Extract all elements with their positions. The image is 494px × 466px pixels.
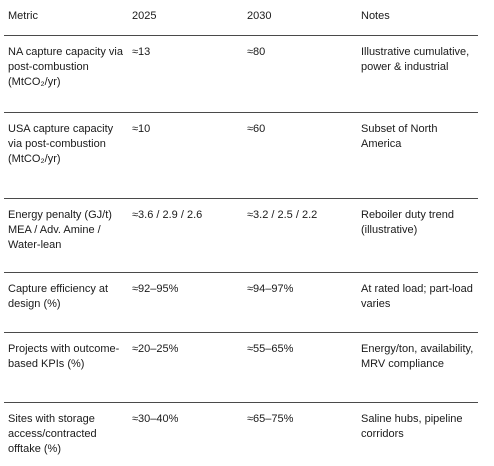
- value-2030-cell: ≈55–65%: [247, 343, 294, 355]
- notes-cell: Illustrative cumulative, power & industr…: [361, 46, 470, 73]
- header-2030: 2030: [247, 10, 272, 22]
- value-2030-cell: ≈3.2 / 2.5 / 2.2: [247, 209, 318, 221]
- header-notes: Notes: [361, 10, 390, 22]
- value-2025-cell: ≈92–95%: [132, 283, 179, 295]
- value-2025-cell: ≈3.6 / 2.9 / 2.6: [132, 209, 203, 221]
- notes-cell: Subset of North America: [361, 123, 438, 150]
- notes-cell: Energy/ton, availability, MRV compliance: [361, 343, 474, 370]
- value-2025-cell: ≈20–25%: [132, 343, 179, 355]
- value-2025-cell: ≈13: [132, 46, 151, 58]
- table-row: Sites with storage access/contracted off…: [4, 403, 478, 463]
- metric-cell: Sites with storage access/contracted off…: [8, 413, 97, 455]
- notes-cell: At rated load; part-load varies: [361, 283, 473, 310]
- metric-cell: NA capture capacity via post-combustion …: [8, 46, 123, 88]
- notes-cell: Saline hubs, pipeline corridors: [361, 413, 463, 440]
- value-2025-cell: ≈30–40%: [132, 413, 179, 425]
- table-header-row: Metric 2025 2030 Notes: [4, 0, 478, 36]
- metric-cell: Capture efficiency at design (%): [8, 283, 109, 310]
- value-2025-cell: ≈10: [132, 123, 151, 135]
- metric-cell: Projects with outcome-based KPIs (%): [8, 343, 120, 370]
- value-2030-cell: ≈80: [247, 46, 266, 58]
- value-2030-cell: ≈94–97%: [247, 283, 294, 295]
- value-2030-cell: ≈65–75%: [247, 413, 294, 425]
- header-2025: 2025: [132, 10, 157, 22]
- table-row: Energy penalty (GJ/t) MEA / Adv. Amine /…: [4, 199, 478, 273]
- notes-cell: Reboiler duty trend (illustrative): [361, 209, 454, 236]
- header-metric: Metric: [8, 10, 38, 22]
- table-row: Capture efficiency at design (%) ≈92–95%…: [4, 273, 478, 333]
- table-row: NA capture capacity via post-combustion …: [4, 36, 478, 113]
- table-row: USA capture capacity via post-combustion…: [4, 113, 478, 199]
- metric-cell: Energy penalty (GJ/t) MEA / Adv. Amine /…: [8, 209, 112, 251]
- value-2030-cell: ≈60: [247, 123, 266, 135]
- data-table: Metric 2025 2030 Notes NA capture capaci…: [4, 0, 478, 463]
- table-row: Projects with outcome-based KPIs (%) ≈20…: [4, 333, 478, 403]
- metric-cell: USA capture capacity via post-combustion…: [8, 123, 114, 165]
